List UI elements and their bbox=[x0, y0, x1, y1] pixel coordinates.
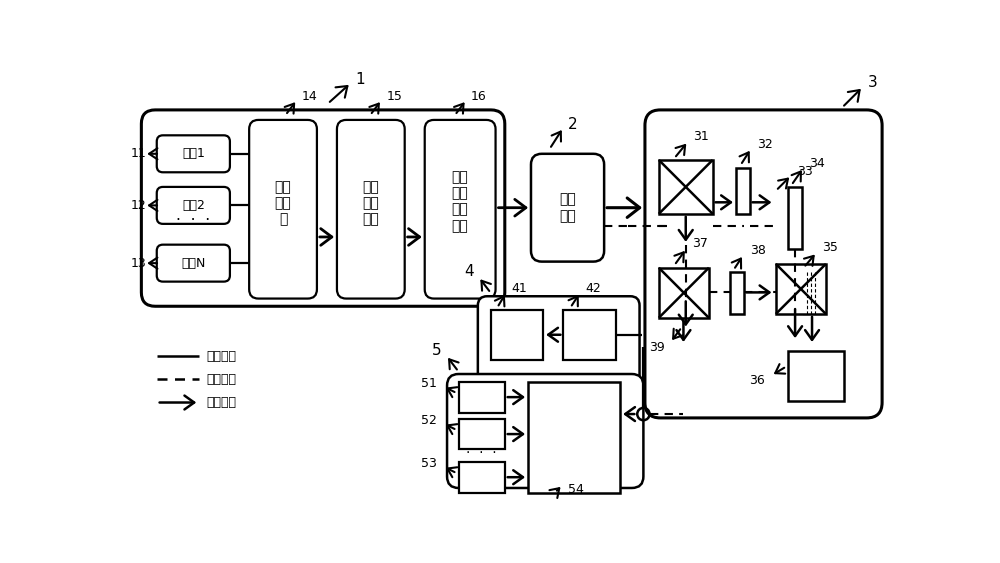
Bar bbox=[788, 187, 802, 248]
FancyBboxPatch shape bbox=[157, 135, 230, 172]
Text: 33: 33 bbox=[797, 165, 813, 178]
Text: 5: 5 bbox=[432, 343, 442, 359]
Bar bbox=[491, 310, 543, 360]
Text: 32: 32 bbox=[757, 138, 772, 151]
FancyBboxPatch shape bbox=[157, 187, 230, 224]
Bar bbox=[736, 168, 750, 214]
Bar bbox=[459, 419, 505, 449]
Bar bbox=[776, 264, 826, 314]
FancyBboxPatch shape bbox=[249, 120, 317, 298]
Bar bbox=[459, 462, 505, 493]
Bar bbox=[659, 160, 713, 214]
Text: 42: 42 bbox=[586, 282, 601, 295]
Text: 3: 3 bbox=[867, 75, 877, 91]
Text: 光纤链路: 光纤链路 bbox=[207, 350, 237, 363]
Text: 信号
调制
设备: 信号 调制 设备 bbox=[362, 180, 379, 226]
Text: 传播方向: 传播方向 bbox=[207, 396, 237, 409]
Text: 53: 53 bbox=[421, 457, 437, 470]
Text: 空间
模式
激发
设备: 空间 模式 激发 设备 bbox=[452, 170, 469, 233]
Text: 16: 16 bbox=[471, 90, 487, 104]
Text: 波分
复用
器: 波分 复用 器 bbox=[275, 180, 291, 226]
FancyBboxPatch shape bbox=[531, 154, 604, 262]
Text: 41: 41 bbox=[512, 282, 527, 295]
Text: 11: 11 bbox=[130, 148, 146, 160]
FancyBboxPatch shape bbox=[645, 110, 882, 418]
FancyBboxPatch shape bbox=[478, 296, 640, 387]
Bar bbox=[563, 310, 616, 360]
FancyBboxPatch shape bbox=[157, 245, 230, 282]
Text: 51: 51 bbox=[421, 377, 437, 390]
Bar bbox=[804, 271, 821, 314]
Text: 39: 39 bbox=[649, 341, 665, 354]
Bar bbox=[659, 268, 709, 318]
Text: 4: 4 bbox=[464, 264, 474, 279]
Text: 31: 31 bbox=[693, 131, 709, 144]
Text: ·  ·  ·: · · · bbox=[466, 445, 497, 459]
Text: 传输
介质: 传输 介质 bbox=[559, 193, 576, 223]
Text: 54: 54 bbox=[568, 483, 584, 496]
Text: 1: 1 bbox=[355, 73, 365, 87]
Text: 34: 34 bbox=[809, 157, 825, 171]
FancyBboxPatch shape bbox=[447, 374, 643, 488]
Text: 12: 12 bbox=[130, 199, 146, 212]
FancyBboxPatch shape bbox=[141, 110, 505, 306]
Text: 13: 13 bbox=[130, 257, 146, 270]
Bar bbox=[730, 271, 744, 314]
Text: ·  ·  ·: · · · bbox=[176, 212, 210, 227]
Text: 2: 2 bbox=[568, 117, 578, 132]
Text: 15: 15 bbox=[386, 90, 402, 104]
Text: 37: 37 bbox=[692, 238, 708, 251]
Bar bbox=[788, 351, 844, 401]
Text: 38: 38 bbox=[750, 244, 766, 257]
Text: 52: 52 bbox=[421, 414, 437, 427]
Text: 空间光路: 空间光路 bbox=[207, 373, 237, 386]
Text: 35: 35 bbox=[822, 241, 838, 254]
Bar bbox=[459, 382, 505, 413]
Text: 36: 36 bbox=[749, 374, 765, 387]
Text: 波长2: 波长2 bbox=[182, 199, 205, 212]
Bar bbox=[528, 382, 620, 493]
FancyBboxPatch shape bbox=[337, 120, 405, 298]
Text: 波长N: 波长N bbox=[181, 257, 206, 270]
Text: 波长1: 波长1 bbox=[182, 148, 205, 160]
Text: 14: 14 bbox=[302, 90, 317, 104]
FancyBboxPatch shape bbox=[425, 120, 496, 298]
